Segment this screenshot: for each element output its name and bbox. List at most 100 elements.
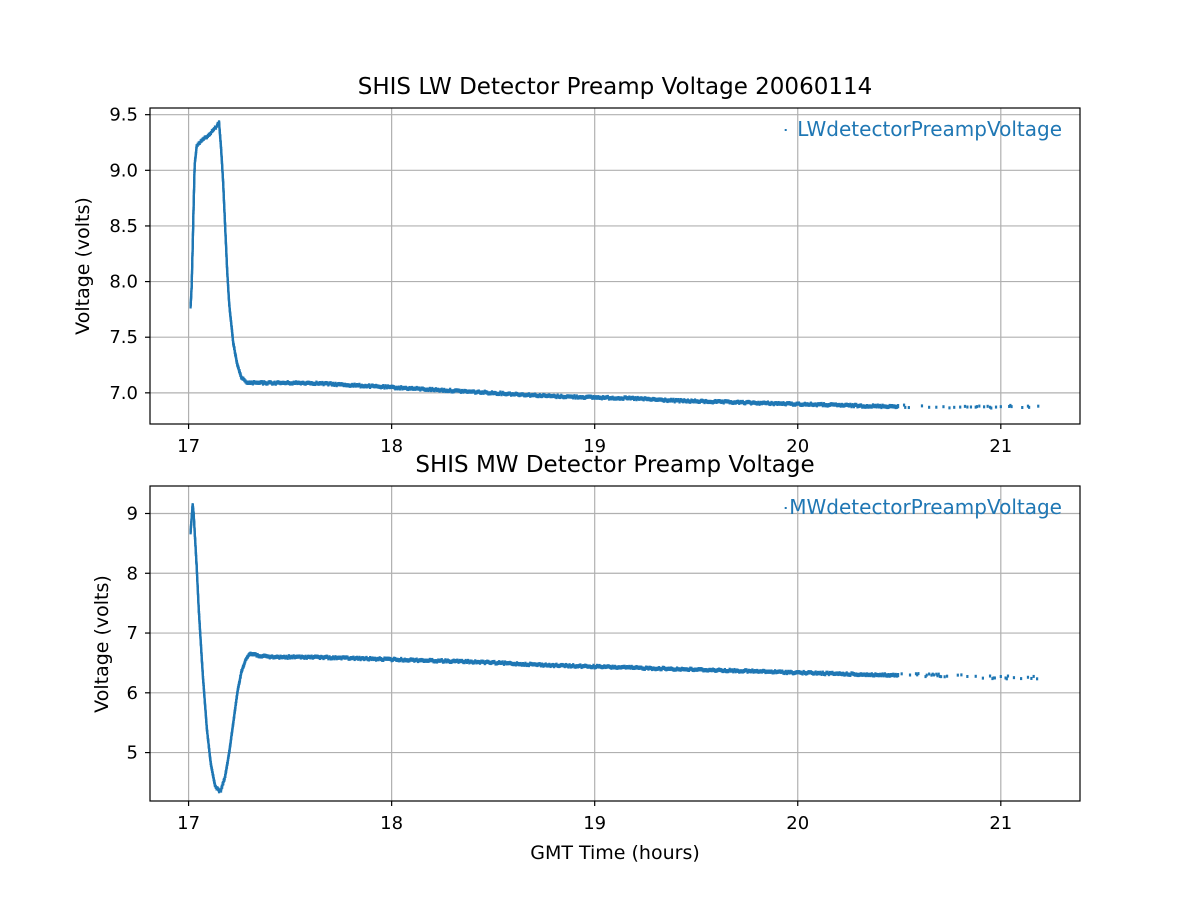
mw-data-point (704, 668, 707, 673)
mw-data-point (416, 658, 420, 664)
mw-data-point (740, 669, 743, 674)
lw-data-point (883, 404, 887, 409)
mw-data-point (435, 659, 439, 664)
lw-data-point (285, 380, 288, 386)
mw-data-point (504, 660, 507, 665)
lw-data-point (468, 389, 471, 394)
lw-data-point (267, 380, 270, 385)
lw-data-point (402, 385, 405, 391)
mw-data-point (956, 673, 959, 677)
lw-data-point (658, 397, 661, 402)
lw-data-point (382, 384, 385, 389)
mw-data-point (873, 673, 876, 678)
mw-data-point (502, 661, 506, 666)
mw-y-tick-label: 5 (127, 743, 138, 764)
lw-data-point (394, 386, 397, 391)
mw-data-point (776, 669, 779, 674)
mw-data-point (484, 660, 488, 665)
mw-data-point (784, 669, 787, 674)
mw-data-point (597, 664, 600, 669)
lw-data-point (789, 401, 792, 406)
lw-data-point (593, 395, 596, 400)
mw-x-tick-label: 19 (583, 813, 606, 834)
lw-data-point (428, 386, 431, 392)
mw-data-point (887, 673, 890, 678)
lw-data-point (867, 404, 870, 409)
lw-data-point (580, 395, 583, 400)
lw-data-point (318, 381, 322, 386)
lw-data-point (230, 325, 233, 331)
lw-data-point (345, 383, 348, 388)
lw-data-point (219, 137, 222, 142)
mw-data-point (402, 658, 405, 663)
lw-data-point (618, 396, 621, 401)
mw-data-point (507, 661, 510, 666)
mw-data-point (414, 657, 417, 663)
mw-data-point (443, 659, 446, 664)
lw-data-point (397, 385, 400, 390)
lw-data-point (346, 383, 349, 388)
mw-data-point (420, 657, 423, 663)
mw-data-point (321, 655, 324, 660)
lw-data-point (1008, 404, 1011, 408)
lw-data-point (673, 399, 676, 404)
mw-data-point (606, 664, 609, 669)
lw-y-tick-label: 7.5 (109, 327, 138, 348)
mw-data-point (273, 655, 276, 660)
mw-data-point (489, 660, 492, 666)
mw-data-point (449, 659, 452, 665)
mw-data-point (742, 668, 746, 674)
mw-data-point (816, 670, 820, 676)
lw-data-point (773, 401, 777, 406)
mw-data-point (482, 659, 485, 665)
lw-data-point (567, 394, 570, 399)
lw-data-point (259, 380, 262, 385)
lw-data-point (769, 401, 772, 407)
mw-data-point (707, 668, 710, 673)
mw-data-point (993, 676, 996, 680)
mw-data-point (518, 662, 521, 667)
lw-data-point (481, 390, 484, 395)
lw-x-tick-label: 17 (177, 436, 200, 457)
lw-data-point (696, 399, 699, 404)
lw-data-point (623, 395, 626, 400)
lw-data-point (560, 393, 563, 398)
mw-data-point (376, 656, 379, 662)
lw-data-point (685, 399, 688, 404)
mw-data-point (894, 672, 897, 678)
mw-data-point (478, 660, 482, 665)
mw-data-point (1012, 676, 1016, 680)
lw-data-point (298, 380, 301, 385)
lw-data-point (793, 402, 796, 407)
mw-data-point (775, 670, 778, 675)
mw-data-point (328, 655, 331, 660)
mw-data-point (595, 663, 599, 669)
mw-data-point (746, 669, 749, 674)
lw-data-point (231, 334, 234, 339)
mw-data-point (198, 615, 201, 621)
mw-data-point (440, 658, 443, 663)
lw-data-point (888, 403, 891, 409)
mw-data-point (551, 662, 554, 668)
lw-data-point (974, 405, 977, 409)
mw-data-point (438, 658, 441, 663)
mw-data-point (447, 659, 451, 664)
mw-data-point (286, 655, 289, 660)
lw-data-point (348, 383, 351, 388)
mw-data-point (652, 666, 655, 671)
mw-data-point (793, 671, 796, 676)
mw-data-point (358, 655, 361, 660)
mw-data-point (298, 654, 301, 659)
mw-data-point (227, 752, 231, 757)
lw-data-point (521, 392, 525, 397)
lw-data-point (542, 392, 545, 398)
mw-data-point (505, 661, 508, 666)
mw-data-point (756, 668, 759, 674)
lw-data-point (735, 399, 738, 405)
lw-data-point (646, 397, 649, 402)
mw-data-point (427, 658, 430, 663)
mw-data-point (830, 671, 833, 676)
lw-data-point (408, 385, 411, 391)
lw-data-point (334, 381, 337, 386)
mw-data-point (877, 673, 881, 678)
